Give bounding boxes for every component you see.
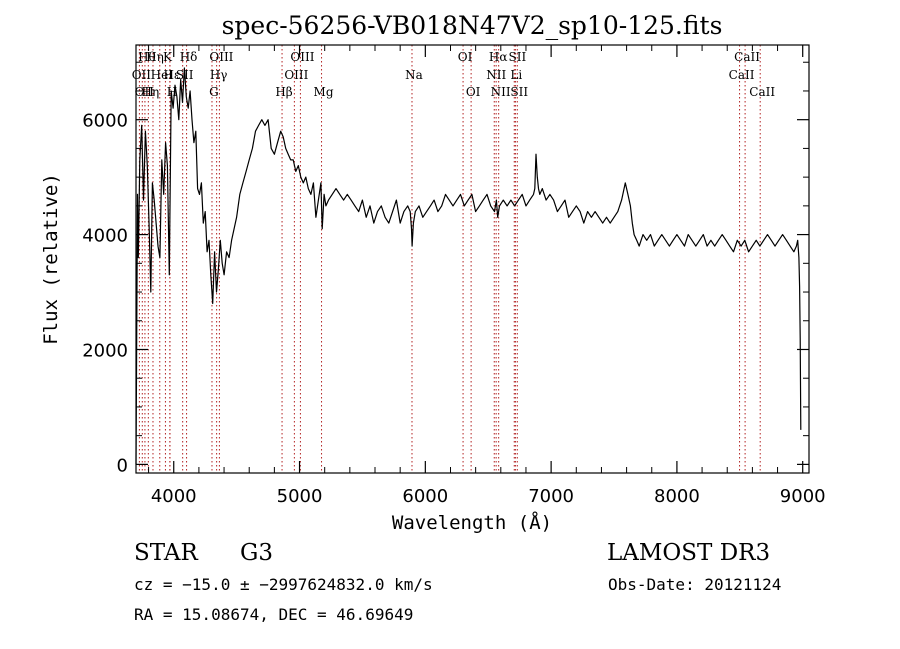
x-tick-label-4: 8000 bbox=[654, 486, 700, 507]
line-label-23: NII bbox=[491, 85, 511, 99]
line-label-5: HeI bbox=[151, 68, 174, 82]
y-tick-label-0: 0 bbox=[117, 455, 128, 476]
line-label-8: H bbox=[167, 85, 177, 99]
y-axis-label: Flux (relative) bbox=[40, 173, 62, 345]
y-tick-label-1: 2000 bbox=[82, 340, 128, 361]
line-label-6: K bbox=[163, 50, 173, 64]
line-label-28: CaII bbox=[734, 50, 760, 64]
line-label-1: OII bbox=[135, 85, 155, 99]
line-label-19: OI bbox=[458, 50, 473, 64]
line-label-17: Mg bbox=[314, 85, 334, 99]
line-label-16: OIII bbox=[290, 50, 314, 64]
plot-frame bbox=[135, 44, 810, 474]
y-tick-label-3: 6000 bbox=[82, 111, 128, 132]
chart-title: spec-56256-VB018N47V2_sp10-125.fits bbox=[222, 11, 723, 40]
x-axis-ticks: 4000 5000 6000 7000 8000 9000 bbox=[148, 45, 826, 507]
line-label-7: Hε bbox=[163, 68, 180, 82]
line-label-22: Hα bbox=[489, 50, 508, 64]
y-axis-ticks: 0 2000 4000 6000 bbox=[82, 61, 809, 476]
survey-name: LAMOST DR3 bbox=[607, 540, 770, 566]
spectral-line-labels: OIIOIIHθHηHηHeIKHεHSIIHδGHγOIIIHβOIIIOII… bbox=[132, 50, 776, 99]
line-label-0: OII bbox=[132, 68, 152, 82]
line-label-26: SII bbox=[510, 85, 528, 99]
redshift-line: cz = −15.0 ± −2997624832.0 km/s bbox=[134, 575, 433, 594]
line-label-27: CaII bbox=[729, 68, 755, 82]
x-axis-label: Wavelength (Å) bbox=[392, 511, 552, 534]
line-label-3: Hη bbox=[141, 85, 159, 99]
line-label-15: OIII bbox=[284, 68, 308, 82]
spectrum-series-line bbox=[135, 67, 802, 465]
x-tick-label-5: 9000 bbox=[780, 486, 826, 507]
line-label-2: Hθ bbox=[138, 50, 156, 64]
line-label-11: G bbox=[209, 85, 219, 99]
object-subclass: G3 bbox=[240, 540, 273, 566]
obs-date-line: Obs-Date: 20121124 bbox=[608, 575, 781, 594]
line-label-20: OI bbox=[466, 85, 481, 99]
line-label-25: SII bbox=[509, 50, 527, 64]
radec-line: RA = 15.08674, DEC = 46.69649 bbox=[134, 605, 413, 624]
x-tick-label-3: 7000 bbox=[528, 486, 574, 507]
line-label-12: Hγ bbox=[210, 68, 228, 82]
line-label-10: Hδ bbox=[180, 50, 198, 64]
y-tick-label-2: 4000 bbox=[82, 226, 128, 247]
x-tick-label-1: 5000 bbox=[277, 486, 323, 507]
line-label-18: Na bbox=[405, 68, 423, 82]
x-tick-label-0: 4000 bbox=[151, 486, 197, 507]
spectral-line-markers bbox=[138, 45, 761, 473]
x-tick-label-2: 6000 bbox=[402, 486, 448, 507]
line-label-21: NII bbox=[486, 68, 506, 82]
object-class: STAR bbox=[134, 540, 198, 566]
line-label-24: Li bbox=[510, 68, 522, 82]
line-label-13: OIII bbox=[209, 50, 233, 64]
line-label-14: Hβ bbox=[275, 85, 292, 99]
line-label-29: CaII bbox=[749, 85, 775, 99]
line-label-4: Hη bbox=[146, 50, 164, 64]
